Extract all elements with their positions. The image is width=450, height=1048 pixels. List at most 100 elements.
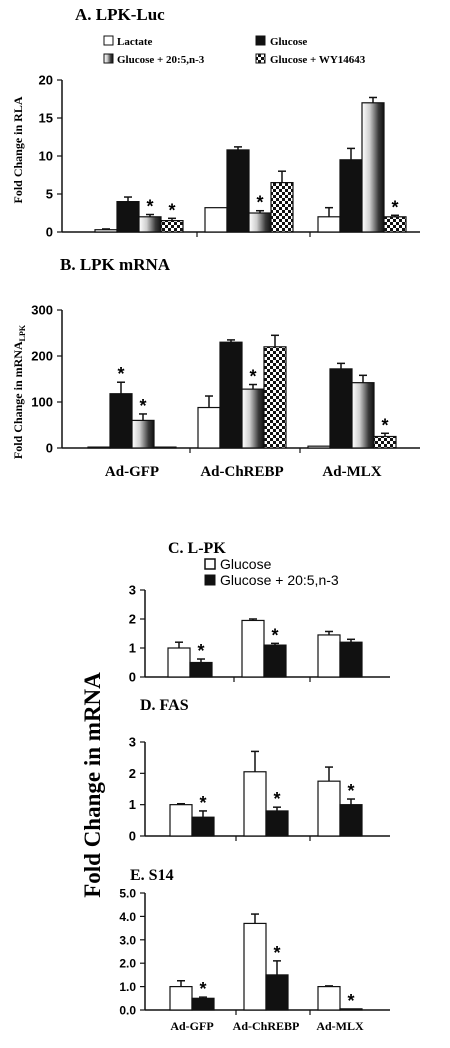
panel-e-plot: 0.0 1.0 2.0 3.0 4.0 5.0 * * * Ad-GFP Ad-ChREBP Ad-M… (119, 887, 390, 1033)
panel-b-category-label: Ad-MLX (322, 464, 381, 480)
panel-d-bar (191, 816, 215, 837)
panel-e-category-label: Ad-MLX (316, 1019, 364, 1033)
legend-label-lactate: Lactate (117, 36, 153, 48)
panel-e-ytick-label: 4.0 (119, 910, 136, 924)
panel-b-significance-star: * (117, 364, 124, 384)
panel-e-bar (265, 974, 289, 1011)
panel-a-ytick-label: 10 (39, 149, 53, 164)
panel-b-ylabel: Fold Change in mRNALPK (11, 324, 27, 459)
panel-c-bar (339, 641, 363, 678)
legend-swatch-glucose-wy (255, 53, 266, 64)
panel-b-significance-star: * (249, 367, 256, 387)
panel-a-significance-star: * (391, 197, 398, 217)
panel-b-title: B. LPK mRNA (60, 255, 171, 274)
panel-b-significance-star: * (381, 415, 388, 435)
panel-a-bar (339, 159, 363, 233)
panel-d-ytick-label: 2 (129, 766, 136, 781)
panel-d: D. FAS 0 1 2 3 * * * (129, 697, 390, 844)
panel-a-ytick-label: 15 (39, 111, 53, 126)
panel-e-ytick-label: 5.0 (119, 887, 136, 901)
panel-a-bar (383, 216, 407, 233)
panel-d-title: D. FAS (140, 697, 189, 714)
panel-b-bar (109, 393, 133, 449)
panel-a-ytick-label: 0 (46, 225, 53, 240)
panel-b-bar (197, 406, 221, 449)
panel-d-bar (265, 810, 289, 837)
panel-a-bar (361, 102, 385, 233)
panel-a-bar (226, 149, 250, 233)
panel-e-significance-star: * (347, 991, 354, 1011)
panel-e-significance-star: * (273, 943, 280, 963)
panel-a-significance-star: * (146, 197, 153, 217)
panel-c-bar (263, 644, 287, 678)
panel-e-ytick-label: 1.0 (119, 980, 136, 994)
panel-e-category-label: Ad-ChREBP (233, 1019, 300, 1033)
panel-e-significance-star: * (199, 979, 206, 999)
panel-a-significance-star: * (168, 200, 175, 220)
panel-a-bar (204, 207, 228, 233)
panel-b-bar (131, 419, 155, 449)
panel-b-ytick-label: 0 (46, 441, 53, 456)
panel-e-bar (169, 985, 193, 1011)
panel-c-significance-star: * (271, 625, 278, 645)
panel-b-ytick-label: 100 (31, 395, 53, 410)
panel-a-bar (94, 229, 118, 233)
panel-b-significance-star: * (139, 396, 146, 416)
panel-b-bar (351, 382, 375, 449)
panel-b-bar (307, 445, 331, 449)
panel-a: A. LPK-Luc Fold Change in RLA 0 5 10 15 20 * *… (11, 5, 420, 240)
panel-c-legend: Glucose Glucose + 20:5,n-3 (204, 556, 339, 588)
panel-c-ytick-label: 2 (129, 612, 136, 627)
panel-e-bar (243, 922, 267, 1011)
panel-c-title: C. L-PK (168, 540, 226, 557)
panel-b-bar (153, 446, 177, 449)
panel-a-significance-star: * (256, 193, 263, 213)
panel-c-plot: 0 1 2 3 * * (129, 583, 390, 685)
panel-e-category-label: Ad-GFP (170, 1019, 213, 1033)
panel-b-bar (241, 388, 265, 449)
panel-b-plot: 0 100 200 300 * * * * Ad-GFP Ad-ChREBP Ad-MLX (31, 303, 420, 480)
panel-e-ytick-label: 3.0 (119, 933, 136, 947)
panel-d-ytick-label: 0 (129, 829, 136, 844)
legend-label-c-glucose-epa: Glucose + 20:5,n-3 (220, 572, 339, 588)
panel-c-significance-star: * (197, 641, 204, 661)
panel-a-bar (248, 212, 272, 233)
legend-label-glucose: Glucose (270, 36, 307, 48)
panel-a-ylabel: Fold Change in RLA (11, 96, 25, 203)
panel-b-ylabel-main: Fold Change in mRNA (11, 341, 25, 459)
panel-c-ytick-label: 0 (129, 670, 136, 685)
panel-a-bar (116, 201, 140, 233)
legend-label-glucose-epa: Glucose + 20:5,n-3 (117, 54, 205, 66)
panel-d-plot: 0 1 2 3 * * * (129, 735, 390, 844)
panel-d-bar (169, 804, 193, 837)
panel-b: B. LPK mRNA Fold Change in mRNALPK 0 100 2… (11, 255, 420, 480)
panel-e-title: E. S14 (130, 867, 174, 884)
panel-c-bar (241, 619, 265, 678)
panel-e-ytick-label: 0.0 (119, 1004, 136, 1018)
panel-a-bar (270, 182, 294, 233)
panel-a-title: A. LPK-Luc (75, 5, 165, 24)
panel-b-bar (329, 368, 353, 449)
panel-a-plot: 0 5 10 15 20 * * * * (39, 73, 420, 240)
legend-swatch-glucose (255, 35, 266, 46)
panel-d-significance-star: * (273, 789, 280, 809)
panel-d-ytick-label: 3 (129, 735, 136, 750)
panel-c-bar (317, 634, 341, 678)
legend-label-glucose-wy: Glucose + WY14643 (270, 54, 366, 66)
panel-a-bar (317, 216, 341, 233)
panel-b-category-label: Ad-ChREBP (200, 464, 283, 480)
panel-c-bar (189, 661, 213, 678)
panel-e-ytick-label: 2.0 (119, 957, 136, 971)
panel-d-ytick-label: 1 (129, 797, 136, 812)
panel-b-ytick-label: 300 (31, 303, 53, 318)
panel-c: C. L-PK 0 1 2 3 * * Glucose Glucose + 20:5,n-… (129, 540, 390, 685)
panel-b-ylabel-subscript: LPK (18, 324, 27, 341)
panel-a-bar (160, 220, 184, 233)
legend-swatch-c-glucose (204, 558, 216, 570)
panel-b-bar (373, 435, 397, 449)
panel-a-legend: Lactate Glucose Glucose + 20:5,n-3 Gluco… (103, 35, 366, 66)
panel-c-ytick-label: 3 (129, 583, 136, 598)
panel-e-bar (317, 985, 341, 1011)
legend-swatch-c-glucose-epa (204, 574, 216, 586)
